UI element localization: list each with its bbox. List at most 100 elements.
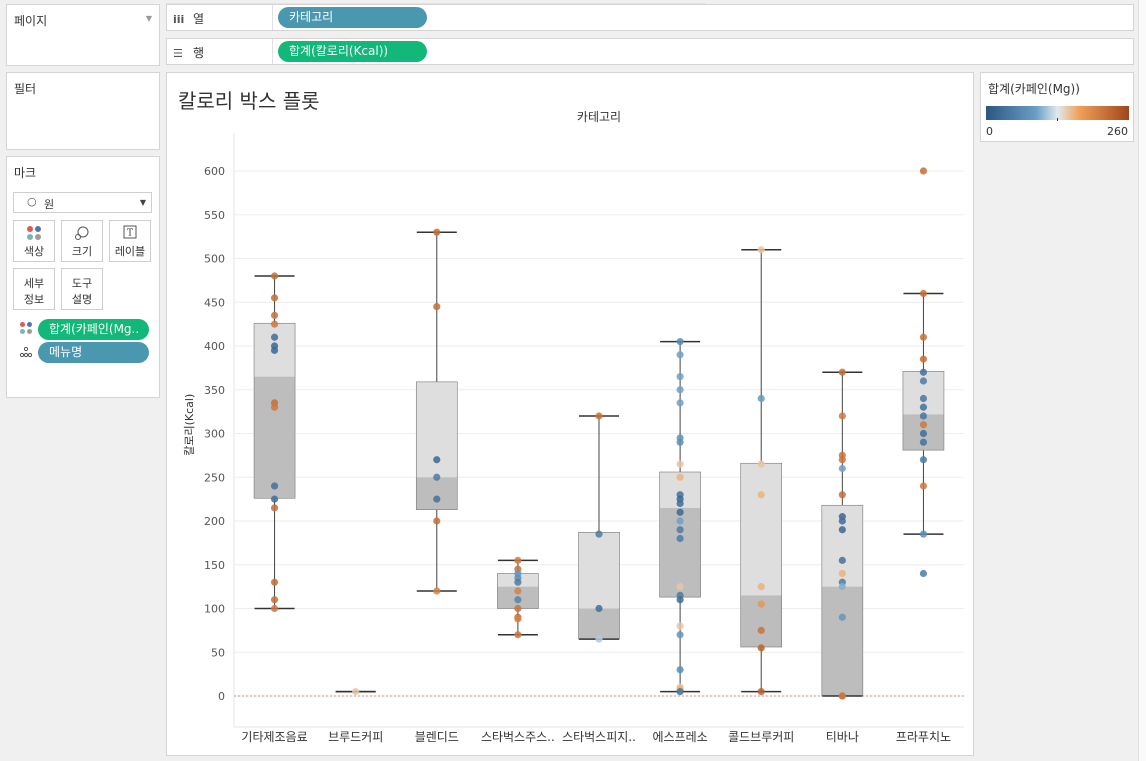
box-lower [254, 376, 296, 499]
y-tick-label: 400 [204, 340, 225, 353]
color-dots-icon [14, 225, 54, 243]
y-tick-label: 200 [204, 515, 225, 528]
data-point [757, 688, 765, 696]
box-lower [578, 608, 620, 640]
data-point [757, 600, 765, 608]
y-tick-label: 0 [218, 690, 225, 703]
tooltip-button-label-2: 설명 [71, 293, 93, 306]
circle-icon: ○ [27, 195, 37, 208]
data-point [919, 377, 928, 385]
data-point [270, 333, 279, 341]
data-point [270, 604, 279, 613]
color-button[interactable]: 색상 [13, 220, 55, 262]
columns-shelf-label: iii 열 [173, 10, 204, 27]
marks-card-title: 마크 [14, 166, 37, 180]
data-point [919, 438, 928, 446]
columns-shelf[interactable]: iii 열 카테고리 [166, 4, 1134, 31]
data-point [838, 456, 846, 464]
data-point [919, 333, 928, 341]
data-point [270, 504, 279, 512]
filters-card[interactable]: 필터 [6, 72, 160, 150]
detail-field-icon [19, 345, 33, 362]
color-field-pill[interactable]: 합계(카페인(Mg.. [38, 319, 149, 340]
data-point [676, 438, 684, 446]
x-category-label: 티바나 [826, 730, 859, 744]
columns-pill-category[interactable]: 카테고리 [278, 7, 427, 28]
rows-pill-calories[interactable]: 합계(칼로리(Kcal)) [278, 41, 427, 62]
data-point [838, 517, 846, 525]
data-point [919, 289, 928, 298]
detail-button-label-1: 세부 [23, 277, 45, 290]
x-category-label: 콜드브루커피 [728, 730, 794, 744]
data-point [676, 499, 684, 508]
y-tick-label: 150 [204, 559, 225, 572]
data-point [919, 167, 928, 175]
data-point [919, 569, 928, 578]
data-point [595, 412, 603, 420]
data-point [676, 386, 684, 394]
data-point [433, 495, 441, 503]
pages-menu-caret-icon[interactable]: ▼ [145, 14, 152, 23]
detail-field-pill[interactable]: 메뉴명 [38, 342, 149, 363]
rows-shelf-label: ☰ 행 [173, 44, 204, 61]
data-point [514, 615, 522, 623]
data-point [919, 429, 928, 438]
tooltip-button[interactable]: 도구 설명 [61, 268, 103, 310]
data-point [270, 578, 279, 586]
size-button[interactable]: 크기 [61, 220, 103, 262]
rows-icon: ☰ [173, 47, 183, 60]
data-point [838, 491, 846, 499]
data-point [919, 421, 928, 429]
shelf-divider [272, 5, 273, 30]
data-point [676, 508, 684, 516]
label-button[interactable]: T 레이블 [109, 220, 151, 262]
data-point [514, 556, 522, 564]
detail-button[interactable]: 세부 정보 [13, 268, 55, 310]
data-point [270, 294, 279, 302]
y-tick-label: 100 [204, 603, 225, 616]
data-point [433, 228, 441, 236]
rows-shelf[interactable]: ☰ 행 합계(칼로리(Kcal)) [166, 38, 1134, 65]
x-category-label: 기타제조음료 [241, 730, 307, 744]
pages-card[interactable]: 페이지 ▼ [6, 4, 160, 66]
box-lower [416, 477, 458, 510]
data-point [676, 622, 684, 630]
data-point [676, 583, 684, 591]
data-point [838, 556, 846, 564]
detail-button-label-2: 정보 [23, 293, 45, 306]
chart-title: 칼로리 박스 플롯 [178, 89, 320, 113]
data-point [676, 517, 684, 525]
columns-icon: iii [173, 13, 185, 26]
data-point [676, 666, 684, 674]
svg-text:T: T [127, 229, 133, 239]
data-point [838, 569, 846, 578]
data-point [838, 613, 846, 621]
data-point [757, 644, 765, 652]
data-point [676, 399, 684, 407]
data-point [433, 473, 441, 481]
size-button-label: 크기 [71, 245, 93, 258]
legend-title: 합계(카페인(Mg)) [988, 82, 1080, 96]
data-point [919, 456, 928, 464]
x-category-label: 블렌디드 [415, 730, 459, 744]
data-point [676, 534, 684, 543]
box-upper [740, 463, 782, 596]
data-point [676, 351, 684, 359]
data-point [270, 272, 279, 280]
data-point [270, 320, 279, 328]
x-category-label: 에스프레소 [653, 730, 708, 744]
data-point [270, 403, 279, 411]
data-point [433, 517, 441, 525]
box-outline [415, 381, 458, 510]
data-point [433, 456, 441, 464]
y-tick-label: 550 [204, 209, 225, 222]
color-legend-card[interactable]: 합계(카페인(Mg)) 0 260 [980, 72, 1134, 142]
data-point [270, 346, 279, 354]
data-point [270, 596, 279, 604]
data-point [838, 464, 846, 473]
mark-type-dropdown[interactable]: ○ 원 ▼ [13, 192, 152, 213]
size-icon [62, 225, 102, 243]
data-point [757, 394, 765, 403]
box-upper [578, 532, 620, 609]
legend-gradient-bar [986, 106, 1129, 121]
